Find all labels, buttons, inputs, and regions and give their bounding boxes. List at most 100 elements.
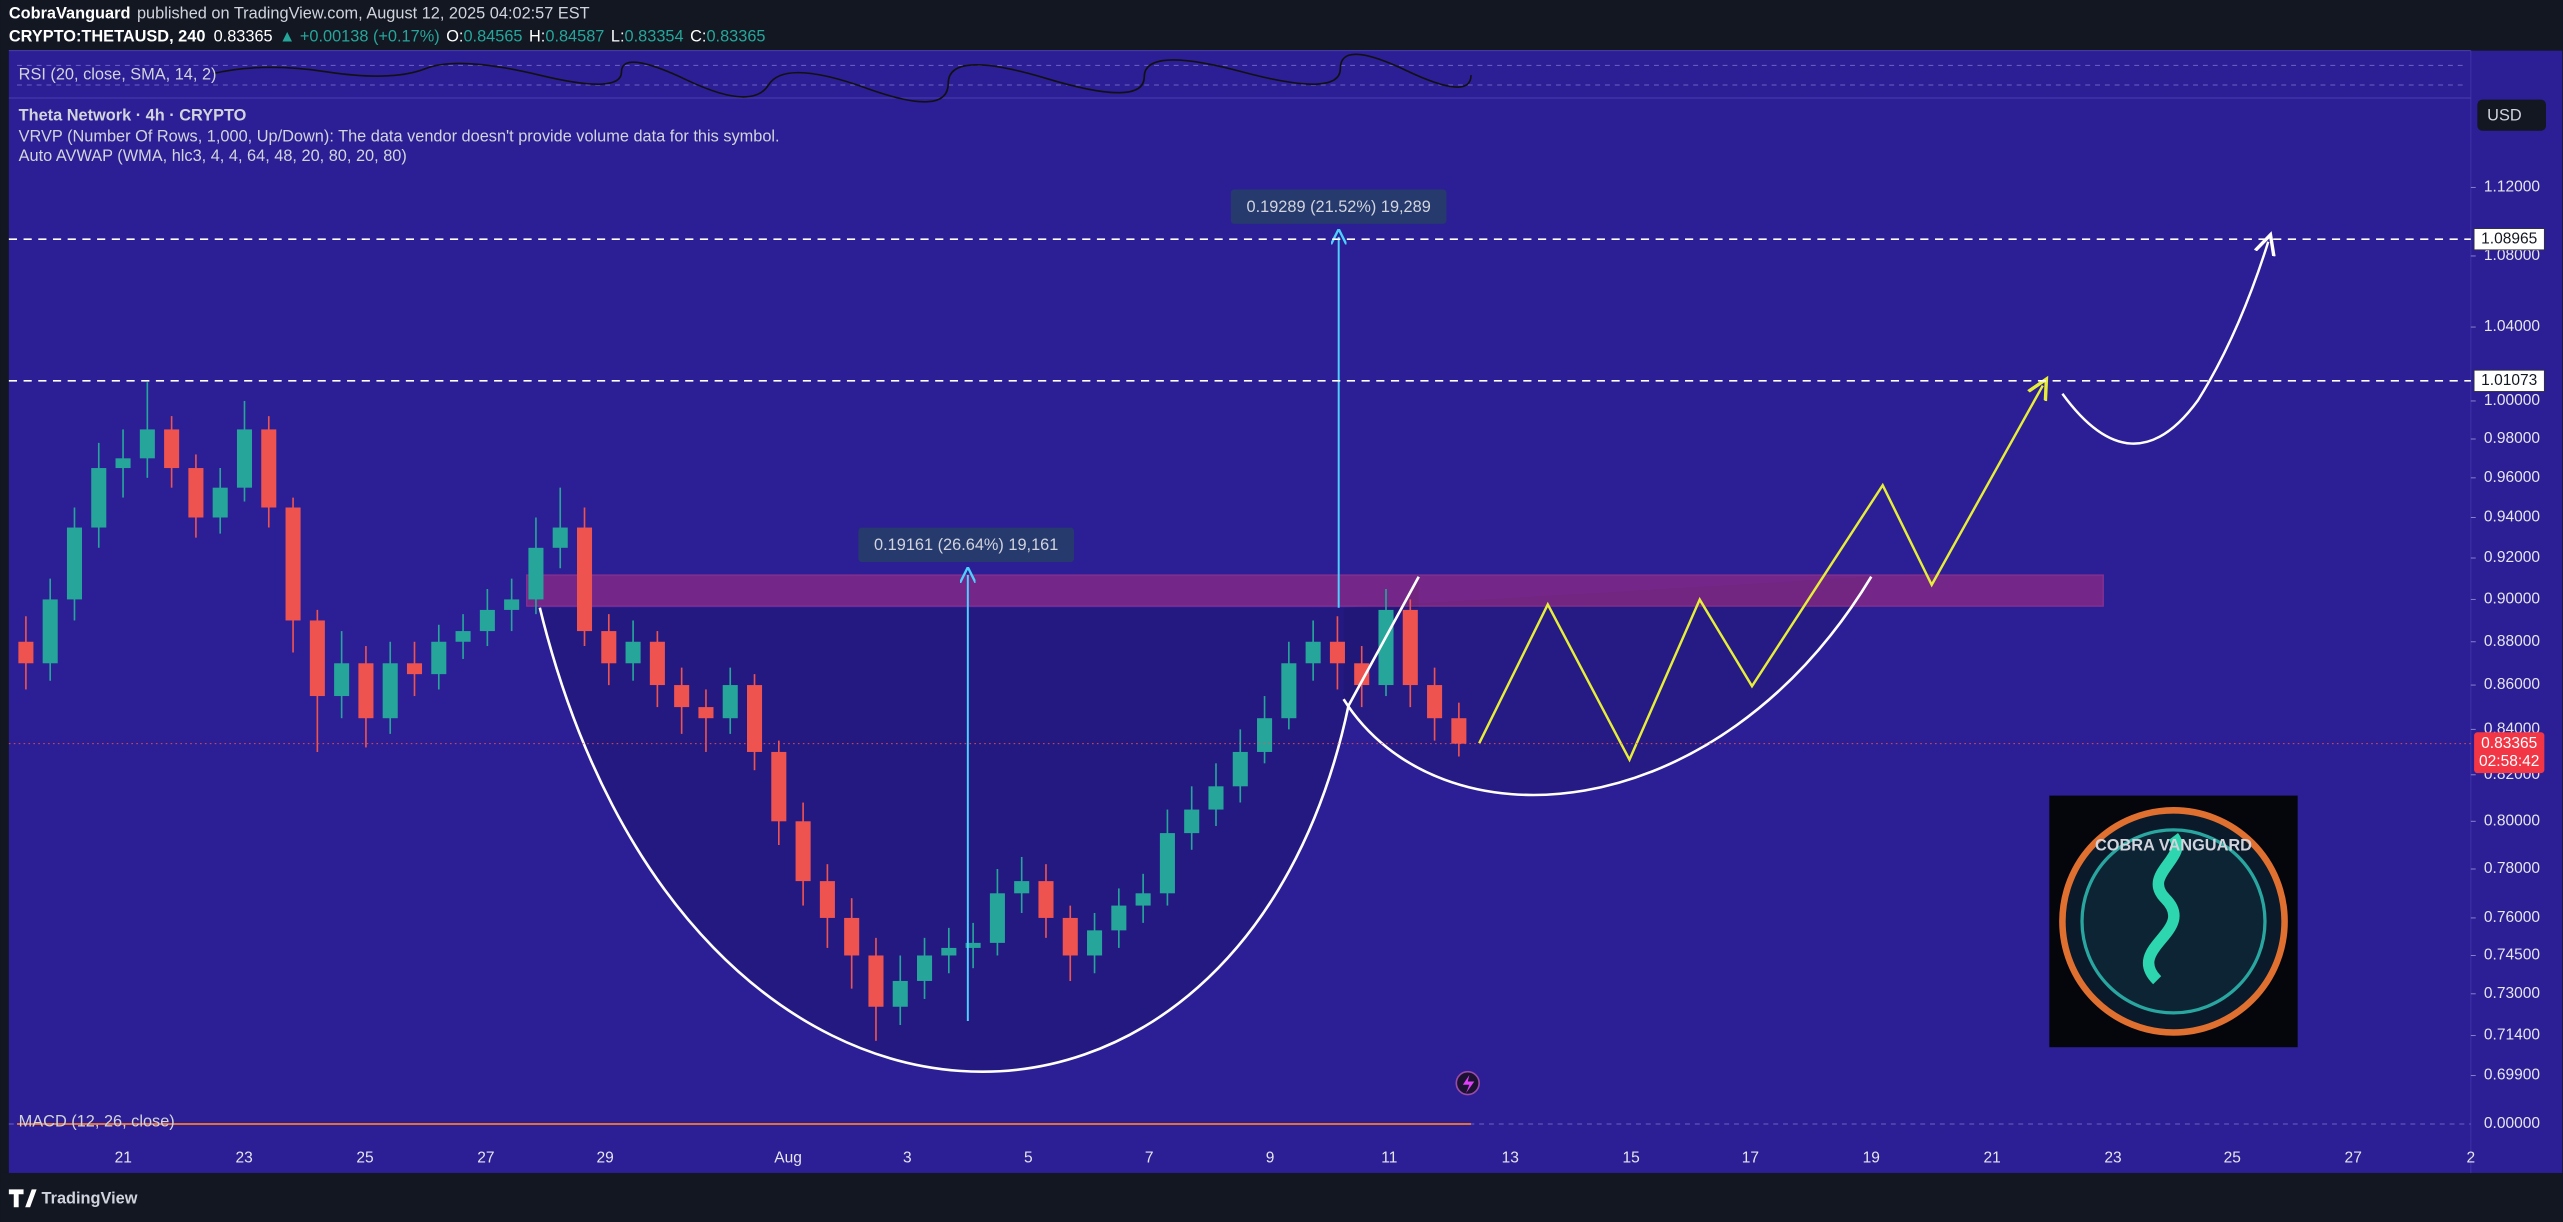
- x-tick-label: 29: [597, 1149, 614, 1166]
- header-line: CobraVanguard published on TradingView.co…: [9, 5, 590, 23]
- x-tick-label: 3: [903, 1149, 912, 1166]
- candle-body: [1111, 905, 1127, 931]
- x-tick-label: 27: [477, 1149, 494, 1166]
- rsi-line: [212, 53, 1472, 103]
- candle-body: [1014, 881, 1030, 894]
- x-tick-label: 21: [115, 1149, 132, 1166]
- candle-body: [1427, 685, 1443, 719]
- y-tick-label: 1.04000: [2484, 318, 2540, 335]
- candle-body: [746, 685, 763, 752]
- candle-body: [91, 468, 107, 528]
- candle-body: [941, 947, 957, 956]
- level-label: 1.01073: [2481, 372, 2537, 389]
- measure-box: [1230, 189, 1447, 224]
- ohlc-label: H:: [529, 28, 545, 46]
- candle-body: [528, 547, 544, 600]
- x-tick-label: 25: [356, 1149, 373, 1166]
- x-tick-label: 9: [1266, 1149, 1275, 1166]
- ohlc-value: 0.84565: [463, 28, 522, 46]
- candle-body: [1184, 809, 1200, 834]
- candle-body: [479, 609, 495, 632]
- candle-body: [1402, 609, 1418, 686]
- x-tick-label: 17: [1742, 1149, 1759, 1166]
- candle-body: [674, 685, 690, 708]
- y-tick-label: 0.90000: [2484, 591, 2540, 608]
- candle-body: [1232, 751, 1248, 787]
- handle-shade: [1343, 576, 1872, 795]
- y-tick-label: 1.12000: [2484, 179, 2540, 196]
- candle-body: [504, 599, 520, 610]
- candle-body: [1208, 786, 1224, 810]
- candle-body: [139, 429, 155, 459]
- candle-body: [722, 685, 738, 719]
- candle-body: [1062, 917, 1078, 956]
- candle-body: [431, 641, 447, 675]
- candle-body: [1087, 930, 1103, 956]
- ohlc-value: 0.84587: [545, 28, 604, 46]
- candle-body: [1038, 881, 1054, 918]
- footer-text: TradingView: [42, 1189, 138, 1207]
- candle-body: [1305, 641, 1321, 664]
- candle-body: [115, 458, 131, 469]
- candle-body: [1159, 833, 1175, 894]
- candle-body: [649, 641, 665, 686]
- currency-button[interactable]: [2477, 99, 2546, 131]
- macd-label: MACD (12, 26, close): [19, 1113, 175, 1131]
- candle-body: [625, 641, 641, 664]
- y-tick-label: 0.74500: [2484, 947, 2540, 964]
- candle-body: [576, 527, 593, 632]
- candle-body: [819, 881, 835, 918]
- measure-label: 0.19289 (21.52%) 19,289: [1247, 198, 1431, 216]
- candle-body: [358, 663, 374, 719]
- candle-body: [66, 527, 83, 600]
- level-label-box: [2473, 228, 2545, 251]
- x-tick-label: 15: [1622, 1149, 1639, 1166]
- logo-cobra: [2143, 832, 2183, 985]
- candle-body: [406, 663, 423, 675]
- y-tick-label: 0.88000: [2484, 633, 2540, 650]
- x-tick-label: 21: [1984, 1149, 2001, 1166]
- ohlc-value: 0.83365: [706, 28, 765, 46]
- change: ▲ +0.00138 (+0.17%): [279, 28, 440, 46]
- candle-body: [844, 917, 860, 956]
- last: 0.83365: [214, 28, 273, 46]
- symbol-line: CRYPTO:THETAUSD, 240 0.83365 ▲ +0.00138 (+…: [9, 28, 766, 46]
- candle-body: [1257, 718, 1273, 752]
- y-tick-label: 1.00000: [2484, 392, 2540, 409]
- y-tick-label: 0.69900: [2484, 1067, 2540, 1084]
- y-tick-label: 0.86000: [2484, 676, 2540, 693]
- candle-body: [236, 429, 253, 488]
- x-tick-label: 2: [2467, 1149, 2476, 1166]
- candle-body: [164, 429, 180, 469]
- candles: [18, 382, 1467, 1041]
- candle-body: [1281, 663, 1297, 719]
- event-bolt: [1462, 1074, 1475, 1093]
- candle-body: [868, 955, 884, 1007]
- y-tick-label: 0.76000: [2484, 909, 2540, 926]
- x-tick-label: 23: [2104, 1149, 2121, 1166]
- candle-body: [18, 641, 34, 664]
- countdown: 02:58:42: [2479, 753, 2539, 770]
- y-tick-label: 0.98000: [2484, 430, 2540, 447]
- x-tick-label: 25: [2224, 1149, 2241, 1166]
- x-tick-label: 7: [1145, 1149, 1154, 1166]
- symbol: CRYPTO:THETAUSD, 240: [9, 28, 206, 46]
- indicator-label: Auto AVWAP (WMA, hlc3, 4, 4, 64, 48, 20,…: [19, 147, 407, 165]
- ohlc-label: C:: [690, 28, 706, 46]
- candle-body: [334, 663, 350, 697]
- measure-label: 0.19161 (26.64%) 19,161: [874, 536, 1058, 554]
- logo-text: COBRA VANGUARD: [2095, 837, 2252, 855]
- x-tick-label: 13: [1502, 1149, 1519, 1166]
- candle-body: [1354, 663, 1370, 686]
- x-tick-label: 5: [1024, 1149, 1033, 1166]
- x-tick-label: Aug: [774, 1149, 802, 1166]
- cup-curve: [538, 576, 1420, 1074]
- chart-title: Theta Network · 4h · CRYPTO: [19, 106, 247, 124]
- currency[interactable]: USD: [2487, 106, 2522, 124]
- measure-box: [858, 527, 1075, 562]
- y-tick-label: 0.96000: [2484, 469, 2540, 486]
- level-label-box: [2473, 369, 2545, 392]
- candle-body: [1135, 893, 1151, 906]
- last-price-label: 0.83365: [2481, 735, 2537, 752]
- author: CobraVanguard: [9, 5, 131, 23]
